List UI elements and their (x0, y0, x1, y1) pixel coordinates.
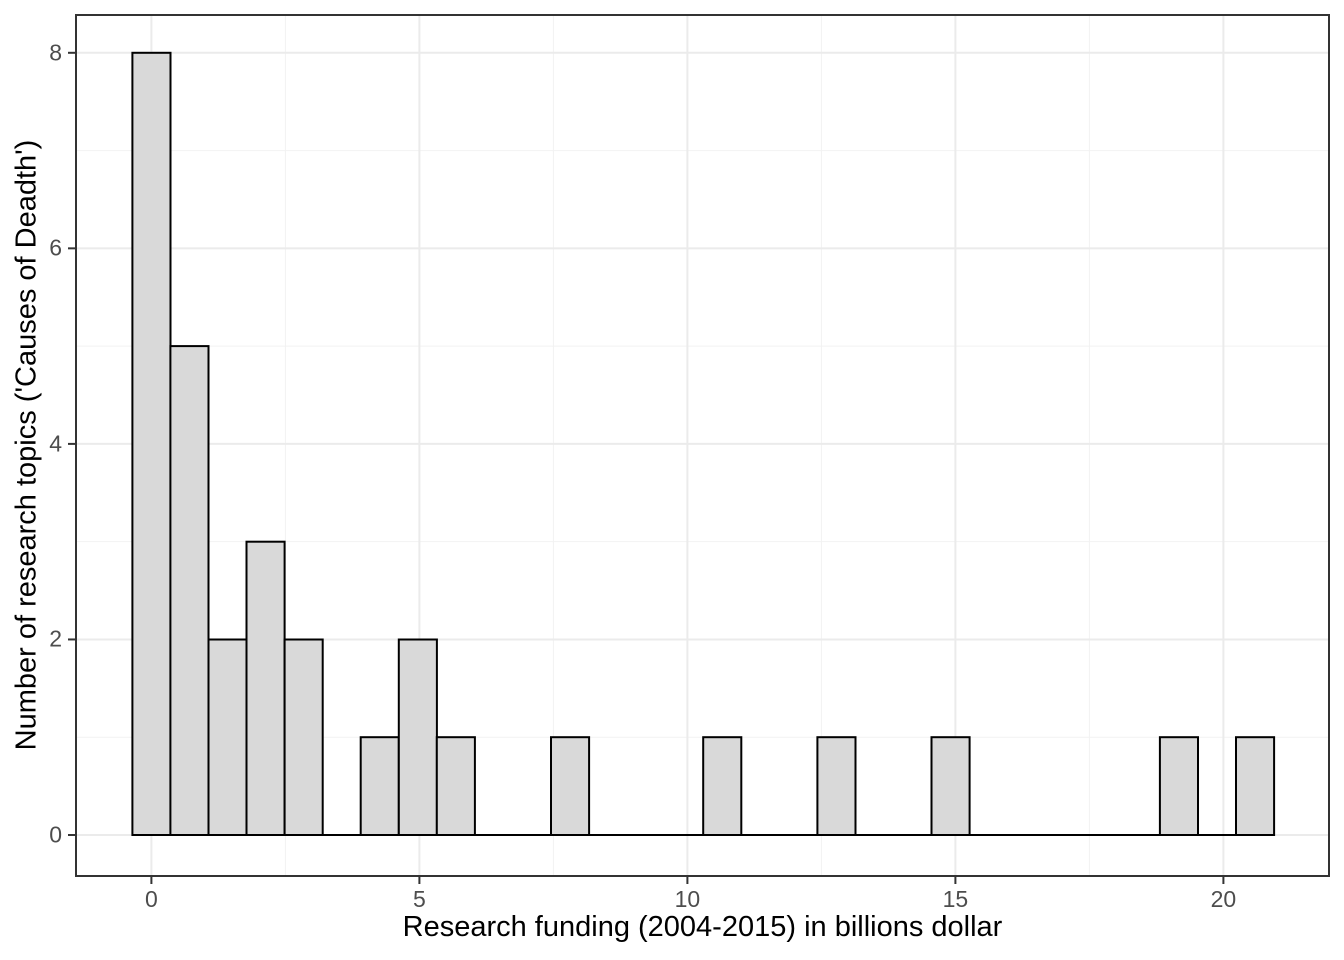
y-tick-label: 8 (49, 39, 62, 66)
histogram-bar (359, 736, 400, 837)
histogram-bar (702, 736, 743, 837)
histogram-bar (397, 638, 438, 836)
histogram-bar (131, 51, 172, 837)
y-axis-title: Number of research topics ('Causes of De… (10, 139, 43, 751)
y-tick-label: 2 (49, 625, 62, 652)
histogram-bar (283, 638, 324, 836)
histogram-bar (1235, 736, 1276, 837)
panel-border (75, 14, 1330, 877)
histogram-bar (245, 540, 286, 836)
histogram-bar (207, 638, 248, 836)
x-tick-label: 10 (674, 886, 701, 912)
y-tick-label: 0 (49, 821, 62, 848)
x-axis-title: Research funding (2004-2015) in billions… (402, 911, 1003, 943)
histogram-bar (550, 736, 591, 837)
x-tick-label: 5 (412, 886, 426, 912)
histogram-bar (435, 736, 476, 837)
histogram-bar (816, 736, 857, 837)
histogram-bar (930, 736, 971, 837)
histogram-bar (1158, 736, 1200, 837)
x-tick-label: 15 (942, 886, 969, 912)
histogram-bar (169, 345, 210, 836)
y-tick-label: 6 (49, 234, 62, 261)
x-tick-label: 20 (1210, 886, 1237, 912)
y-tick-label: 4 (49, 430, 62, 457)
x-tick-label: 0 (144, 886, 158, 912)
